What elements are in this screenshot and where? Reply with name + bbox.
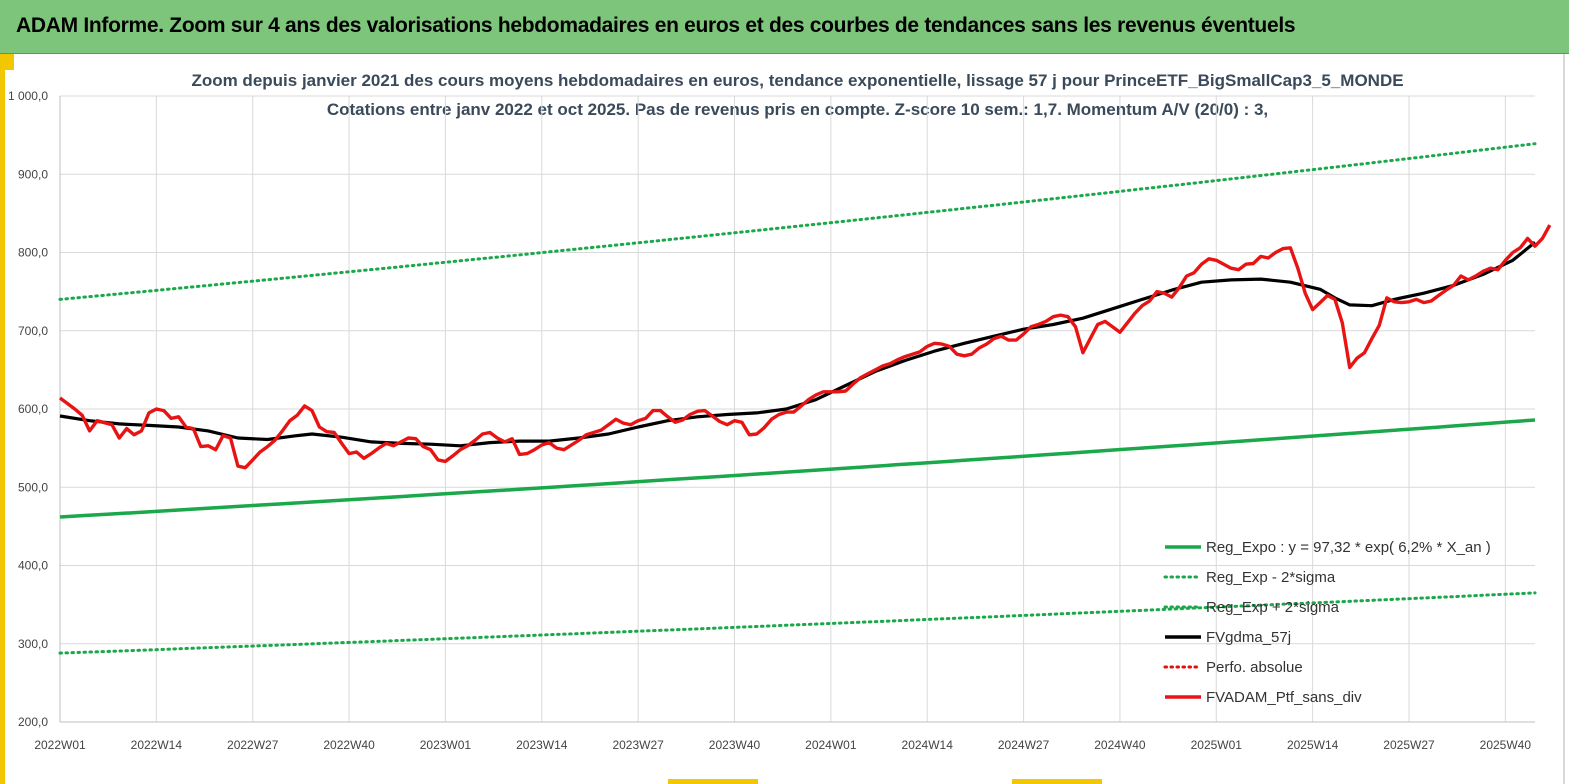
y-tick-label: 900,0 bbox=[18, 167, 48, 181]
x-tick-label: 2022W14 bbox=[131, 738, 183, 752]
x-tick-label: 2023W27 bbox=[612, 738, 664, 752]
x-tick-label: 2025W14 bbox=[1287, 738, 1339, 752]
chart-subtitle: Cotations entre janv 2022 et oct 2025. P… bbox=[326, 100, 1269, 119]
x-tick-label: 2025W40 bbox=[1480, 738, 1532, 752]
reg-exp-minus-2sigma-line bbox=[58, 591, 1537, 655]
x-tick-label: 2025W01 bbox=[1191, 738, 1243, 752]
reg-exp-plus-2sigma-line bbox=[58, 142, 1537, 301]
accent-bar-left bbox=[0, 54, 5, 784]
x-tick-label: 2025W27 bbox=[1383, 738, 1435, 752]
legend: Reg_Expo : y = 97,32 * exp( 6,2% * X_an … bbox=[1163, 539, 1491, 706]
chart-title: Zoom depuis janvier 2021 des cours moyen… bbox=[191, 71, 1404, 90]
x-tick-label: 2022W27 bbox=[227, 738, 279, 752]
legend-label: Perfo. absolue bbox=[1206, 659, 1303, 676]
grid-lines bbox=[59, 95, 1535, 723]
accent-corner bbox=[0, 54, 14, 70]
legend-label: Reg_Expo : y = 97,32 * exp( 6,2% * X_an … bbox=[1206, 539, 1491, 556]
accent-bar-bottom-2 bbox=[1012, 779, 1102, 784]
legend-label: Reg_Exp - 2*sigma bbox=[1206, 569, 1336, 586]
x-tick-label: 2024W01 bbox=[805, 738, 857, 752]
y-tick-label: 800,0 bbox=[18, 246, 48, 260]
accent-bar-bottom bbox=[668, 779, 758, 784]
legend-label: FVgdma_57j bbox=[1206, 629, 1291, 646]
fvadam-ptf-line bbox=[58, 224, 1552, 470]
x-tick-label: 2023W40 bbox=[709, 738, 761, 752]
reg-expo-line bbox=[59, 418, 1536, 519]
x-tick-label: 2022W01 bbox=[34, 738, 86, 752]
y-tick-label: 200,0 bbox=[18, 715, 48, 729]
page-title: ADAM Informe. Zoom sur 4 ans des valoris… bbox=[16, 14, 1296, 37]
x-tick-label: 2024W27 bbox=[998, 738, 1050, 752]
fvgdma-57j-line bbox=[59, 241, 1537, 448]
axes: 1 000,0 900,0 800,0 700,0 600,0 500,0 400,0 300… bbox=[8, 89, 1535, 752]
y-tick-label: 600,0 bbox=[18, 402, 48, 416]
y-tick-label: 500,0 bbox=[18, 480, 48, 494]
x-tick-label: 2023W01 bbox=[420, 738, 472, 752]
legend-label: Reg_Exp + 2*sigma bbox=[1206, 599, 1340, 616]
y-tick-label: 400,0 bbox=[18, 559, 48, 573]
y-tick-label: 300,0 bbox=[18, 637, 48, 651]
legend-label: FVADAM_Ptf_sans_div bbox=[1206, 689, 1362, 706]
y-tick-label: 1 000,0 bbox=[8, 89, 48, 103]
x-tick-label: 2023W14 bbox=[516, 738, 568, 752]
x-tick-label: 2024W40 bbox=[1094, 738, 1146, 752]
y-tick-label: 700,0 bbox=[18, 324, 48, 338]
x-tick-label: 2024W14 bbox=[902, 738, 954, 752]
series-lines bbox=[58, 142, 1552, 655]
header-banner: ADAM Informe. Zoom sur 4 ans des valoris… bbox=[0, 0, 1569, 54]
x-tick-label: 2022W40 bbox=[323, 738, 375, 752]
frame-border-right bbox=[1563, 54, 1565, 784]
